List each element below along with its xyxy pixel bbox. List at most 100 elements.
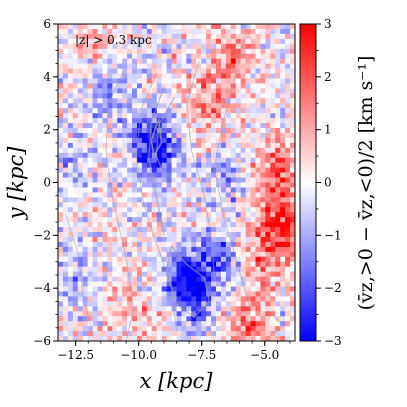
- heatmap-cell: [280, 103, 286, 109]
- heatmap-cell: [270, 291, 276, 297]
- heatmap-cell: [240, 182, 246, 188]
- heatmap-cell: [77, 73, 84, 79]
- heatmap-cell: [270, 227, 276, 233]
- heatmap-cell: [270, 256, 276, 263]
- heatmap-cell: [285, 241, 291, 248]
- heatmap-cell: [127, 241, 133, 248]
- heatmap-cell: [240, 232, 246, 238]
- heatmap-cell: [270, 28, 276, 35]
- heatmap-cell: [72, 266, 79, 272]
- heatmap-cell: [107, 118, 113, 124]
- heatmap-cell: [206, 311, 212, 317]
- heatmap-cell: [141, 147, 148, 154]
- heatmap-cell: [216, 132, 222, 139]
- heatmap-cell: [137, 316, 143, 322]
- heatmap-cell: [201, 88, 207, 94]
- heatmap-cell: [250, 241, 256, 248]
- heatmap-cell: [82, 207, 88, 213]
- heatmap-cell: [141, 311, 148, 317]
- heatmap-cell: [58, 232, 64, 238]
- heatmap-cell: [137, 78, 143, 84]
- heatmap-cell: [206, 301, 212, 307]
- heatmap-cell: [275, 53, 281, 60]
- heatmap-cell: [77, 93, 84, 99]
- heatmap-cell: [97, 187, 103, 193]
- heatmap-cell: [280, 83, 286, 89]
- heatmap-cell: [161, 291, 167, 297]
- heatmap-cell: [270, 182, 276, 188]
- heatmap-cell: [67, 38, 74, 45]
- heatmap-cell: [275, 28, 281, 35]
- heatmap-cell: [132, 103, 138, 109]
- heatmap-cell: [58, 78, 64, 84]
- heatmap-cell: [127, 48, 133, 55]
- heatmap-cell: [166, 93, 172, 99]
- heatmap-cell: [181, 316, 187, 322]
- heatmap-cell: [230, 331, 237, 337]
- heatmap-cell: [186, 276, 192, 282]
- heatmap-cell: [112, 118, 118, 124]
- heatmap-cell: [220, 261, 227, 268]
- heatmap-cell: [132, 68, 138, 74]
- heatmap-cell: [92, 24, 98, 30]
- heatmap-cell: [137, 182, 143, 188]
- heatmap-cell: [260, 197, 266, 203]
- heatmap-cell: [97, 53, 103, 60]
- heatmap-cell: [67, 296, 74, 302]
- heatmap-cell: [260, 108, 266, 114]
- heatmap-cell: [290, 88, 295, 94]
- heatmap-cell: [235, 137, 242, 144]
- colorbar-tick-label: 2: [324, 70, 332, 84]
- heatmap-cell: [250, 331, 256, 337]
- heatmap-cell: [102, 331, 108, 337]
- heatmap-cell: [166, 217, 172, 223]
- heatmap-cell: [225, 28, 232, 35]
- heatmap-cell: [265, 251, 271, 258]
- heatmap-cell: [285, 33, 291, 40]
- heatmap-cell: [87, 93, 93, 99]
- heatmap-cell: [230, 232, 237, 238]
- heatmap-cell: [92, 162, 98, 168]
- heatmap-cell: [245, 202, 251, 208]
- heatmap-cell: [191, 93, 197, 99]
- heatmap-cell: [122, 271, 128, 277]
- heatmap-cell: [137, 103, 143, 109]
- heatmap-cell: [191, 103, 197, 109]
- heatmap-cell: [250, 167, 256, 173]
- heatmap-cell: [146, 291, 153, 297]
- heatmap-cell: [270, 331, 276, 337]
- heatmap-cell: [201, 157, 207, 164]
- heatmap-cell: [132, 162, 138, 168]
- heatmap-cell: [112, 202, 118, 208]
- heatmap-cell: [67, 316, 74, 322]
- heatmap-cell: [97, 113, 103, 119]
- heatmap-cell: [72, 162, 79, 168]
- heatmap-cell: [176, 167, 182, 173]
- heatmap-cell: [250, 88, 256, 94]
- heatmap-cell: [216, 98, 222, 104]
- heatmap-cell: [280, 33, 286, 40]
- heatmap-cell: [141, 217, 148, 223]
- heatmap-cell: [87, 217, 93, 223]
- heatmap-cell: [181, 83, 187, 89]
- heatmap-cell: [206, 227, 212, 233]
- heatmap-cell: [290, 38, 295, 45]
- heatmap-cell: [102, 256, 108, 263]
- heatmap-cell: [67, 128, 74, 134]
- heatmap-cell: [112, 157, 118, 164]
- heatmap-cell: [107, 48, 113, 55]
- heatmap-cell: [280, 157, 286, 164]
- heatmap-cell: [97, 147, 103, 154]
- heatmap-cell: [280, 271, 286, 277]
- heatmap-cell: [280, 123, 286, 129]
- heatmap-cell: [166, 53, 172, 60]
- heatmap-cell: [77, 306, 84, 312]
- heatmap-cell: [67, 28, 74, 35]
- heatmap-cell: [211, 88, 217, 94]
- heatmap-cell: [290, 172, 295, 178]
- heatmap-cell: [146, 236, 153, 243]
- heatmap-cell: [290, 276, 295, 282]
- heatmap-cell: [112, 24, 118, 30]
- heatmap-cell: [132, 286, 138, 292]
- heatmap-cell: [280, 306, 286, 312]
